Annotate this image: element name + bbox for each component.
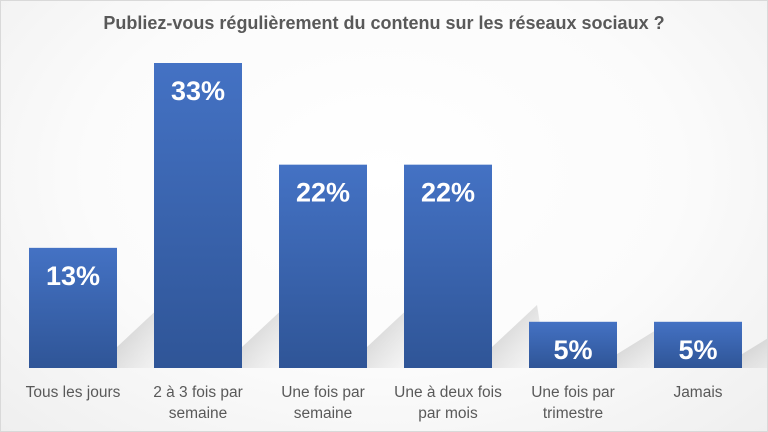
data-label: 22% xyxy=(421,178,475,208)
bar xyxy=(29,247,117,368)
category-label: Tous les jours xyxy=(26,384,121,401)
bars xyxy=(29,63,742,368)
data-label: 5% xyxy=(553,335,592,365)
data-label: 13% xyxy=(46,261,100,291)
category-labels: Tous les jours 2 à 3 fois par semaine Une f… xyxy=(26,384,723,422)
bar xyxy=(529,321,617,368)
data-label: 22% xyxy=(296,178,350,208)
bar xyxy=(154,63,242,368)
data-label: 33% xyxy=(171,76,225,106)
category-label: Une fois par semaine xyxy=(281,384,365,422)
data-labels: 13% 33% 22% 22% 5% 5% xyxy=(46,76,718,365)
bar xyxy=(654,321,742,368)
category-label: Jamais xyxy=(673,384,722,401)
category-label: 2 à 3 fois par semaine xyxy=(153,384,243,422)
category-label: Une à deux fois par mois xyxy=(394,384,502,422)
bar-shadow xyxy=(742,338,767,368)
data-label: 5% xyxy=(678,335,717,365)
chart-title: Publiez-vous régulièrement du contenu su… xyxy=(103,13,665,33)
bar xyxy=(404,164,492,368)
bar xyxy=(279,164,367,368)
category-label: Une fois par trimestre xyxy=(531,384,615,422)
